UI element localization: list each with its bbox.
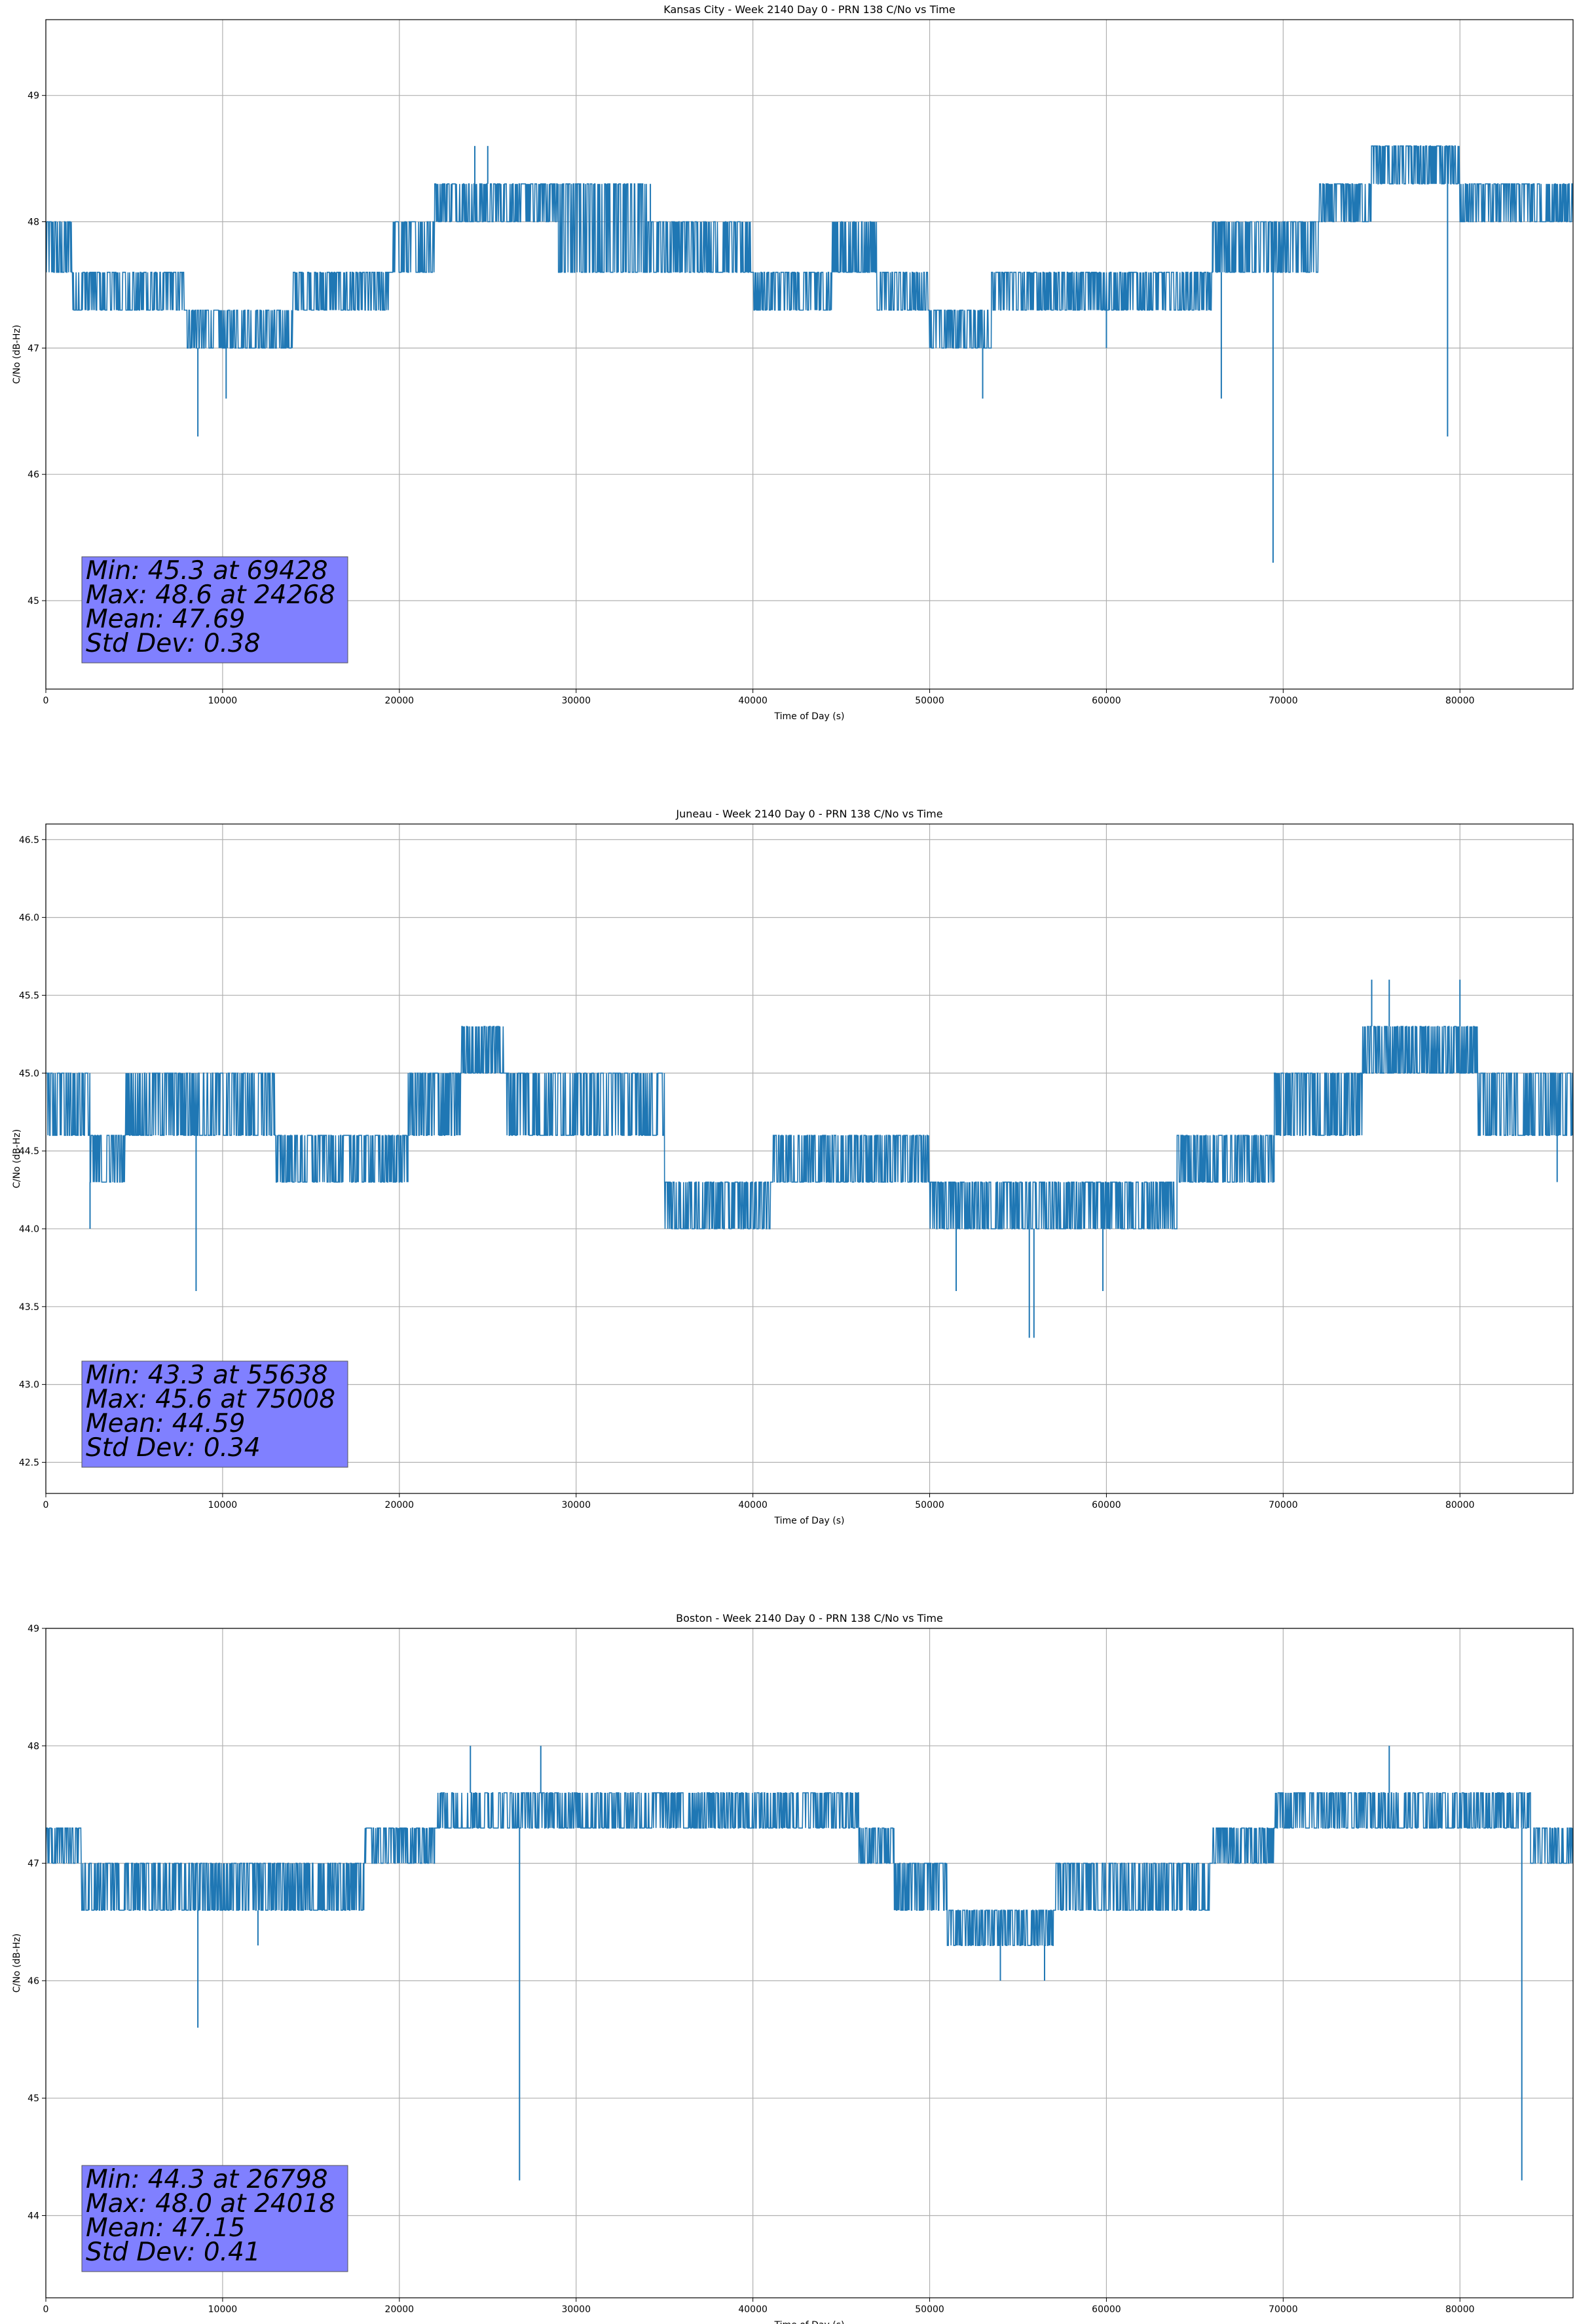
x-tick-label: 10000 [208, 1500, 238, 1510]
chart-title: Juneau - Week 2140 Day 0 - PRN 138 C/No … [675, 808, 942, 820]
x-tick-label: 30000 [561, 1500, 591, 1510]
series-line [46, 1746, 1573, 2181]
x-axis-label: Time of Day (s) [774, 1516, 845, 1526]
x-tick-label: 40000 [738, 1500, 768, 1510]
stats-std: Std Dev: 0.38 [86, 629, 261, 658]
plot-frame [45, 1628, 1574, 2298]
y-tick-label: 42.5 [19, 1457, 39, 1468]
x-tick-label: 0 [43, 1500, 49, 1510]
x-tick-label: 20000 [385, 1500, 415, 1510]
y-tick-label: 46 [28, 470, 39, 480]
stats-max: Max: 45.6 at 75008 [86, 1385, 335, 1414]
y-axis: 45 46 47 48 49 [28, 91, 1573, 607]
x-tick-label: 30000 [561, 2304, 591, 2315]
y-tick-label: 44 [28, 2211, 39, 2221]
x-tick-label: 60000 [1092, 696, 1121, 706]
y-tick-label: 47 [28, 1859, 39, 1869]
stats-max: Max: 48.0 at 24018 [86, 2189, 335, 2219]
stats-mean: Mean: 47.69 [86, 605, 245, 634]
x-axis: 0 10000 20000 30000 40000 50000 60000 70000 8000… [43, 1628, 1475, 2315]
x-tick-label: 40000 [738, 2304, 768, 2315]
stats-box-background [81, 2165, 348, 2272]
series-line [46, 145, 1573, 563]
data-trace [46, 145, 1573, 349]
y-tick-label: 45 [28, 596, 39, 607]
x-tick-label: 10000 [208, 696, 238, 706]
stats-min: Min: 45.3 at 69428 [86, 556, 328, 586]
x-tick-label: 0 [43, 2304, 49, 2315]
stats-max: Max: 48.6 at 24268 [86, 580, 335, 610]
y-tick-label: 46.5 [19, 835, 39, 846]
y-axis-label: C/No (dB-Hz) [12, 325, 22, 384]
plot-frame [45, 823, 1574, 1494]
stats-box-background [81, 556, 348, 664]
y-tick-label: 43.5 [19, 1302, 39, 1313]
y-axis-label: C/No (dB-Hz) [12, 1129, 22, 1188]
x-tick-label: 20000 [385, 2304, 415, 2315]
x-tick-label: 40000 [738, 696, 768, 706]
plot-frame [45, 19, 1574, 690]
series-line [46, 979, 1573, 1338]
x-axis: 0 10000 20000 30000 40000 50000 60000 70000 8000… [43, 20, 1475, 706]
x-axis: 0 10000 20000 30000 40000 50000 60000 70000 8000… [43, 824, 1475, 1510]
stats-std: Std Dev: 0.41 [86, 2238, 261, 2267]
x-tick-label: 50000 [915, 2304, 944, 2315]
stats-min: Min: 44.3 at 26798 [86, 2165, 328, 2194]
y-axis: 44 45 46 47 48 49 [28, 1624, 1573, 2221]
chart-1: Juneau - Week 2140 Day 0 - PRN 138 C/No … [12, 808, 1574, 1526]
x-tick-label: 20000 [385, 696, 415, 706]
y-tick-label: 49 [28, 91, 39, 102]
x-tick-label: 80000 [1445, 2304, 1475, 2315]
x-tick-label: 50000 [915, 1500, 944, 1510]
x-tick-label: 70000 [1269, 2304, 1298, 2315]
x-tick-label: 70000 [1269, 1500, 1298, 1510]
stats-mean: Mean: 47.15 [86, 2213, 245, 2243]
x-tick-label: 80000 [1445, 1500, 1475, 1510]
data-trace [46, 1792, 1573, 1946]
stats-mean: Mean: 44.59 [86, 1409, 245, 1438]
stats-box-background [81, 1360, 348, 1468]
y-tick-label: 49 [28, 1624, 39, 1634]
y-tick-label: 48 [28, 1741, 39, 1752]
x-tick-label: 10000 [208, 2304, 238, 2315]
y-tick-label: 44.0 [19, 1224, 39, 1235]
x-tick-label: 50000 [915, 696, 944, 706]
x-tick-label: 30000 [561, 696, 591, 706]
y-tick-label: 45.0 [19, 1068, 39, 1079]
y-tick-label: 45.5 [19, 990, 39, 1001]
x-tick-label: 80000 [1445, 696, 1475, 706]
y-tick-label: 48 [28, 217, 39, 228]
x-axis-label: Time of Day (s) [774, 2320, 845, 2324]
x-tick-label: 60000 [1092, 2304, 1121, 2315]
chart-0: Kansas City - Week 2140 Day 0 - PRN 138 … [12, 3, 1574, 722]
stats-std: Std Dev: 0.34 [86, 1433, 261, 1463]
y-axis-label: C/No (dB-Hz) [12, 1934, 22, 1993]
x-tick-label: 70000 [1269, 696, 1298, 706]
y-tick-label: 47 [28, 343, 39, 354]
x-axis-label: Time of Day (s) [774, 711, 845, 722]
y-tick-label: 46 [28, 1976, 39, 1987]
stats-min: Min: 43.3 at 55638 [86, 1360, 328, 1390]
chart-title: Boston - Week 2140 Day 0 - PRN 138 C/No … [676, 1612, 943, 1624]
y-tick-label: 46.0 [19, 913, 39, 924]
x-tick-label: 60000 [1092, 1500, 1121, 1510]
data-trace [46, 1026, 1573, 1229]
x-tick-label: 0 [43, 696, 49, 706]
chart-2: Boston - Week 2140 Day 0 - PRN 138 C/No … [12, 1612, 1574, 2324]
chart-title: Kansas City - Week 2140 Day 0 - PRN 138 … [663, 3, 955, 16]
y-tick-label: 43.0 [19, 1380, 39, 1391]
y-tick-label: 44.5 [19, 1146, 39, 1157]
y-tick-label: 45 [28, 2093, 39, 2104]
